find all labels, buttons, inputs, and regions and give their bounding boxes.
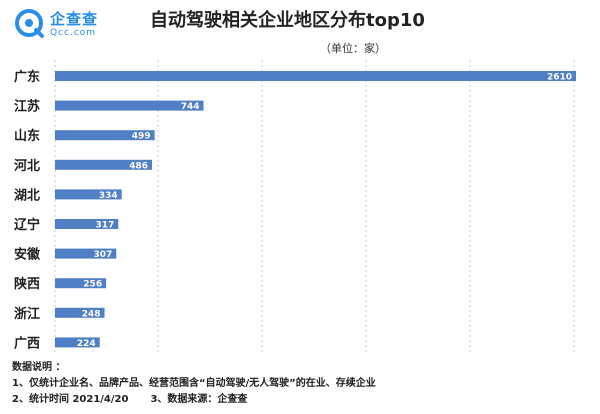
value-label: 317 xyxy=(95,221,114,231)
notes-line-2: 2、统计时间 2021/4/20 3、数据来源：企查查 xyxy=(12,392,592,408)
bar-chart: 广东 2610 江苏 744 山东 499 河北 486 湖北 334 辽宁 317 安徽 307 陕西 25… xyxy=(14,60,576,352)
value-label: 334 xyxy=(99,191,118,201)
chart-title: 自动驾驶相关企业地区分布top10 xyxy=(150,10,425,31)
notes-source: 3、数据来源：企查查 xyxy=(150,394,248,405)
logo-name: 企查查 xyxy=(50,10,99,28)
notes-date: 2、统计时间 2021/4/20 xyxy=(12,394,129,405)
category-label: 浙江 xyxy=(14,306,40,322)
category-label: 河北 xyxy=(14,158,40,174)
chart-subtitle: （单位：家） xyxy=(320,42,386,55)
value-label: 307 xyxy=(93,250,112,260)
category-label: 广西 xyxy=(14,335,40,351)
value-label: 224 xyxy=(77,339,96,349)
category-label: 湖北 xyxy=(14,188,40,203)
qcc-logo: 企查查 Qcc.com xyxy=(14,6,132,46)
bar-广东 xyxy=(55,71,576,81)
bar-浙江 xyxy=(55,307,105,318)
value-label: 499 xyxy=(132,132,151,142)
bar-广西 xyxy=(55,337,100,348)
logo-domain: Qcc.com xyxy=(50,28,97,38)
bar-湖北 xyxy=(55,189,122,200)
bar-陕西 xyxy=(55,278,107,289)
notes-heading: 数据说明 ： xyxy=(12,362,66,373)
value-label: 744 xyxy=(181,102,200,112)
category-label: 辽宁 xyxy=(14,217,40,233)
bar-山东 xyxy=(55,130,155,141)
value-label: 2610 xyxy=(547,73,572,83)
category-label: 安徽 xyxy=(14,247,41,263)
bar-江苏 xyxy=(55,100,204,111)
value-label: 256 xyxy=(83,280,102,290)
data-notes: 数据说明 ： 1、仅统计企业名、品牌产品、经营范围含“自动驾驶/无人驾驶”的在业… xyxy=(12,360,592,408)
value-label: 248 xyxy=(82,309,101,319)
category-label: 广东 xyxy=(14,69,40,85)
bar-辽宁 xyxy=(55,219,119,229)
category-label: 江苏 xyxy=(14,99,40,115)
notes-line-1: 1、仅统计企业名、品牌产品、经营范围含“自动驾驶/无人驾驶”的在业、存续企业 xyxy=(12,378,376,389)
value-label: 486 xyxy=(129,161,148,171)
category-label: 山东 xyxy=(14,128,40,144)
qcc-logo-icon xyxy=(15,9,44,38)
category-label: 陕西 xyxy=(14,276,40,292)
bar-河北 xyxy=(55,159,153,170)
bar-安徽 xyxy=(55,248,117,259)
